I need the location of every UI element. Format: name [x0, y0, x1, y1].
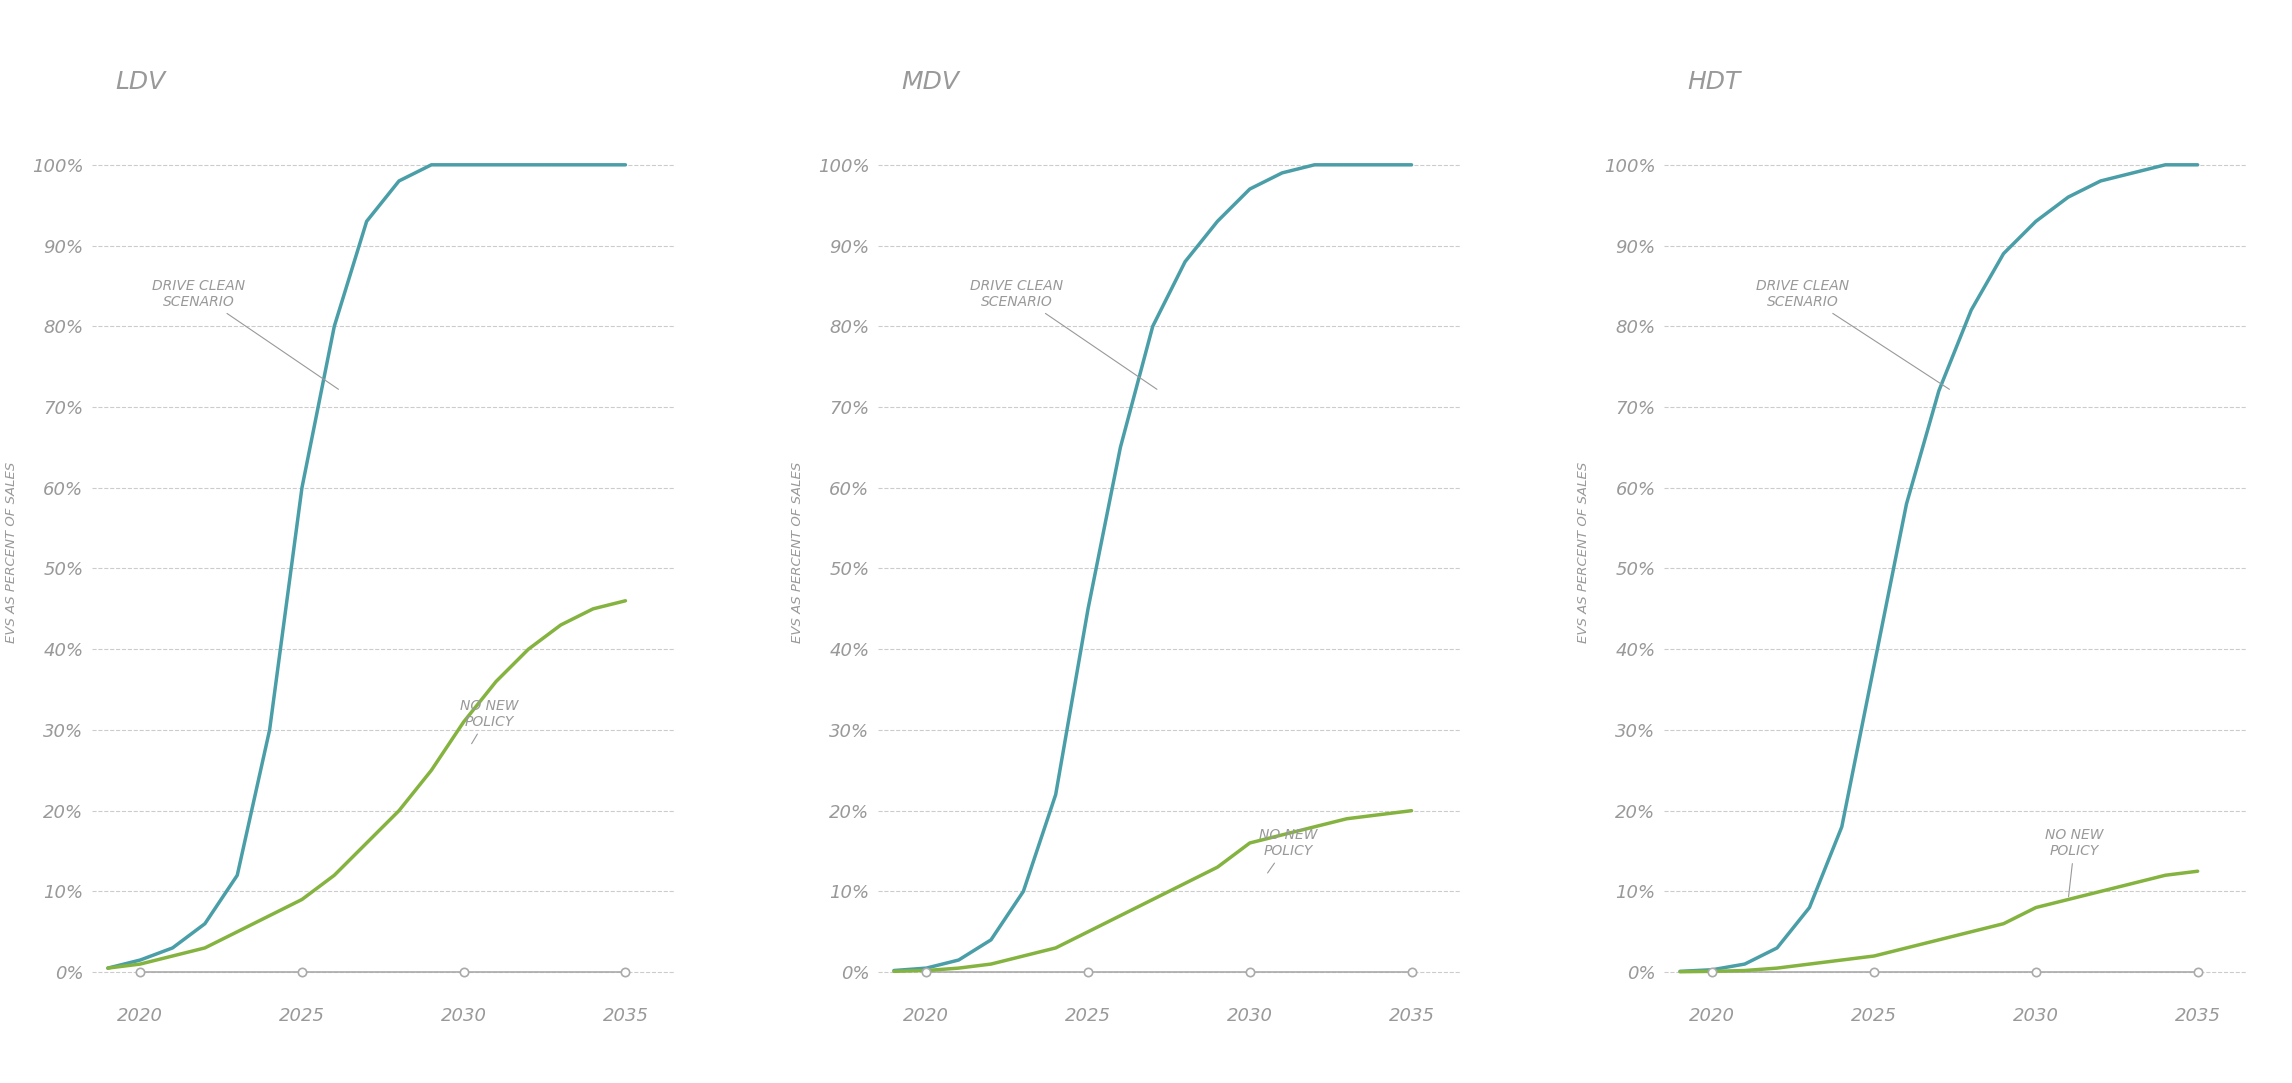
Text: DRIVE CLEAN
SCENARIO: DRIVE CLEAN SCENARIO [1756, 279, 1950, 390]
Text: MDV: MDV [901, 70, 958, 94]
Text: HDT: HDT [1687, 70, 1740, 94]
Y-axis label: EVS AS PERCENT OF SALES: EVS AS PERCENT OF SALES [1577, 461, 1591, 643]
Text: NO NEW
POLICY: NO NEW POLICY [1258, 827, 1318, 873]
Y-axis label: EVS AS PERCENT OF SALES: EVS AS PERCENT OF SALES [791, 461, 804, 643]
Text: DRIVE CLEAN
SCENARIO: DRIVE CLEAN SCENARIO [151, 279, 339, 389]
Text: DRIVE CLEAN
SCENARIO: DRIVE CLEAN SCENARIO [970, 279, 1157, 389]
Text: LDV: LDV [115, 70, 165, 94]
Text: NO NEW
POLICY: NO NEW POLICY [461, 699, 518, 744]
Y-axis label: EVS AS PERCENT OF SALES: EVS AS PERCENT OF SALES [5, 461, 18, 643]
Text: NO NEW
POLICY: NO NEW POLICY [2044, 827, 2104, 897]
